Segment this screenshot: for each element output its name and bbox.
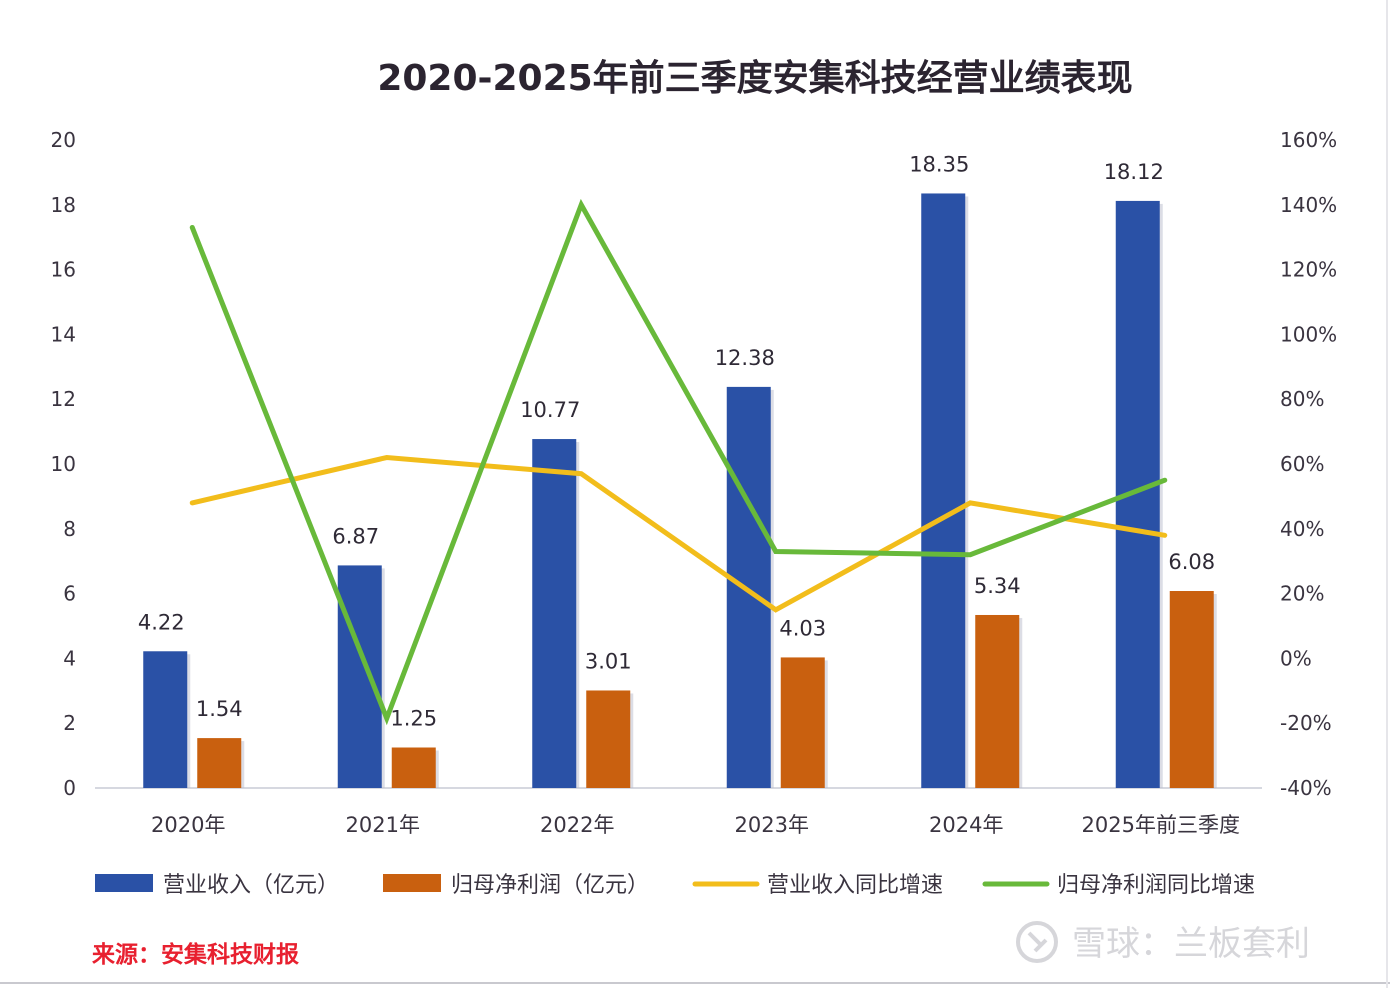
lines — [189, 198, 1168, 726]
legend-item: 归母净利润（亿元） — [383, 873, 649, 898]
x-tick-label: 2020年 — [151, 813, 225, 837]
bar-net-profit — [780, 657, 825, 788]
y-right-tick-label: 60% — [1280, 452, 1324, 476]
watermark: 雪球：兰板套利 — [1016, 921, 1310, 964]
x-tick-label: 2025年前三季度 — [1082, 813, 1240, 837]
y-right-tick-label: 20% — [1280, 582, 1324, 606]
x-tick-label: 2021年 — [346, 813, 420, 837]
xueqiu-logo-icon — [1016, 921, 1058, 963]
legend-item: 营业收入同比增速 — [692, 873, 943, 898]
y-left-tick-label: 20 — [51, 128, 76, 152]
data-label-net-profit: 1.25 — [390, 707, 437, 731]
y-right-tick-label: -40% — [1280, 776, 1332, 800]
y-right-tick-label: 40% — [1280, 517, 1324, 541]
y-left-tick-label: 8 — [63, 517, 76, 541]
y-axis-right: -40% -20% 0% 20% 40% 60% 80% 100% 120% 140% 160% — [1280, 128, 1337, 800]
bar-net-profit — [975, 614, 1020, 788]
y-right-tick-label: 120% — [1280, 258, 1337, 282]
right-divider — [1386, 0, 1388, 988]
bar-revenue — [337, 565, 382, 788]
watermark-text: 雪球：兰板套利 — [1072, 924, 1310, 964]
data-label-net-profit: 6.08 — [1168, 550, 1215, 574]
y-right-tick-label: 80% — [1280, 387, 1324, 411]
bar-net-profit — [197, 738, 242, 788]
y-right-tick-label: 140% — [1280, 193, 1337, 217]
x-axis: 2020年 2021年 2022年 2023年 2024年 2025年前三季度 — [151, 813, 1240, 837]
legend-label: 归母净利润同比增速 — [1057, 873, 1255, 898]
y-left-tick-label: 10 — [51, 452, 76, 476]
bottom-divider — [0, 982, 1390, 984]
bar-net-profit — [586, 690, 631, 788]
y-right-tick-label: -20% — [1280, 711, 1332, 735]
legend-swatch — [95, 874, 153, 892]
bar-revenue — [726, 386, 771, 788]
y-left-tick-label: 16 — [51, 258, 76, 282]
bar-revenue — [921, 193, 966, 788]
y-axis-left: 0 2 4 6 8 10 12 14 16 18 20 — [51, 128, 76, 800]
data-label-revenue: 18.12 — [1104, 160, 1164, 184]
data-label-revenue: 18.35 — [909, 152, 969, 176]
data-label-net-profit: 1.54 — [196, 697, 243, 721]
data-label-revenue: 6.87 — [332, 524, 379, 548]
data-label-net-profit: 3.01 — [585, 649, 632, 673]
y-left-tick-label: 6 — [63, 582, 76, 606]
y-left-tick-label: 12 — [51, 387, 76, 411]
data-label-net-profit: 5.34 — [974, 574, 1021, 598]
legend-label: 营业收入（亿元） — [163, 873, 339, 898]
y-left-tick-label: 14 — [51, 322, 76, 346]
source-note: 来源：安集科技财报 — [92, 941, 299, 968]
y-right-tick-label: 100% — [1280, 322, 1337, 346]
data-label-revenue: 12.38 — [715, 346, 775, 370]
data-labels: 4.22 6.87 10.77 12.38 18.35 18.12 1.54 1.25 3.01… — [138, 152, 1215, 730]
y-right-tick-label: 0% — [1280, 646, 1312, 670]
line-net-profit-growth — [189, 198, 1168, 726]
line-revenue-growth — [189, 454, 1168, 613]
legend-swatch — [383, 874, 441, 892]
bar-net-profit — [391, 747, 436, 788]
data-label-net-profit: 4.03 — [779, 616, 826, 640]
legend-label: 归母净利润（亿元） — [451, 873, 649, 898]
data-label-revenue: 4.22 — [138, 610, 185, 634]
y-right-tick-label: 160% — [1280, 128, 1337, 152]
chart-title: 2020-2025年前三季度安集科技经营业绩表现 — [377, 58, 1132, 99]
bar-revenue — [143, 651, 188, 788]
y-left-tick-label: 2 — [63, 711, 76, 735]
legend: 营业收入（亿元） 归母净利润（亿元） 营业收入同比增速 归母净利润同比增速 — [95, 873, 1255, 898]
data-label-revenue: 10.77 — [520, 398, 580, 422]
bar-net-profit — [1169, 591, 1214, 788]
y-left-tick-label: 0 — [63, 776, 76, 800]
x-tick-label: 2024年 — [929, 813, 1003, 837]
x-tick-label: 2022年 — [540, 813, 614, 837]
legend-item: 营业收入（亿元） — [95, 873, 339, 898]
x-tick-label: 2023年 — [735, 813, 809, 837]
legend-item: 归母净利润同比增速 — [982, 873, 1255, 898]
y-left-tick-label: 4 — [63, 646, 76, 670]
bars — [143, 193, 1217, 789]
legend-label: 营业收入同比增速 — [767, 873, 943, 898]
bar-revenue — [532, 439, 577, 788]
y-left-tick-label: 18 — [51, 193, 76, 217]
